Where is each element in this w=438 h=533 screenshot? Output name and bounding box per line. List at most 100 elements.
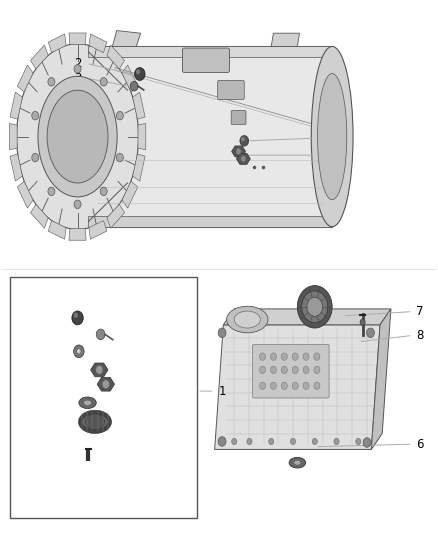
Polygon shape [17, 65, 33, 92]
FancyBboxPatch shape [183, 48, 230, 72]
Circle shape [281, 382, 287, 390]
Polygon shape [107, 45, 125, 69]
Circle shape [32, 111, 39, 120]
Text: 5: 5 [317, 149, 324, 161]
Ellipse shape [85, 414, 105, 430]
Circle shape [270, 353, 276, 360]
Circle shape [290, 438, 296, 445]
Circle shape [268, 438, 274, 445]
Circle shape [117, 154, 124, 162]
Circle shape [48, 78, 55, 86]
Circle shape [303, 382, 309, 390]
Circle shape [96, 366, 103, 374]
Circle shape [241, 137, 245, 141]
Polygon shape [89, 34, 107, 53]
Polygon shape [138, 124, 146, 150]
Polygon shape [237, 154, 251, 164]
Circle shape [292, 366, 298, 374]
Ellipse shape [234, 311, 260, 328]
Bar [10, 277, 197, 519]
Polygon shape [10, 92, 22, 119]
Text: 8: 8 [22, 443, 30, 456]
Circle shape [247, 438, 252, 445]
Ellipse shape [311, 46, 353, 227]
Polygon shape [69, 229, 86, 240]
Ellipse shape [84, 400, 92, 406]
Ellipse shape [289, 457, 306, 468]
Circle shape [102, 380, 110, 389]
Ellipse shape [294, 461, 301, 465]
Circle shape [297, 286, 332, 328]
Circle shape [307, 297, 322, 317]
Polygon shape [91, 363, 108, 377]
Circle shape [281, 366, 287, 374]
Text: 2: 2 [22, 310, 30, 324]
Circle shape [218, 437, 226, 446]
Text: 8: 8 [416, 329, 424, 342]
Circle shape [314, 366, 320, 374]
Ellipse shape [226, 306, 268, 333]
Circle shape [236, 148, 241, 155]
Circle shape [100, 187, 107, 196]
Circle shape [334, 438, 339, 445]
Circle shape [74, 313, 78, 318]
Circle shape [367, 328, 374, 337]
Circle shape [136, 69, 140, 75]
Polygon shape [89, 221, 107, 239]
Polygon shape [17, 181, 33, 208]
Polygon shape [232, 146, 246, 157]
Ellipse shape [318, 74, 347, 200]
Circle shape [117, 111, 124, 120]
Text: 4: 4 [317, 132, 325, 144]
Polygon shape [88, 216, 332, 227]
Polygon shape [31, 45, 48, 69]
Polygon shape [107, 204, 125, 228]
Circle shape [77, 349, 81, 354]
Polygon shape [133, 92, 145, 119]
FancyBboxPatch shape [231, 111, 246, 124]
Circle shape [48, 187, 55, 196]
Circle shape [314, 353, 320, 360]
Text: 5: 5 [150, 366, 158, 379]
Polygon shape [122, 65, 138, 92]
Circle shape [96, 329, 105, 340]
Polygon shape [48, 221, 66, 239]
Text: 4: 4 [22, 344, 30, 357]
Circle shape [270, 382, 276, 390]
Circle shape [356, 438, 361, 445]
Circle shape [74, 345, 84, 358]
Polygon shape [48, 34, 66, 53]
Circle shape [100, 78, 107, 86]
Text: 6: 6 [22, 395, 30, 408]
Text: 7: 7 [147, 414, 155, 427]
Polygon shape [69, 33, 86, 45]
Circle shape [232, 438, 237, 445]
Polygon shape [113, 30, 141, 46]
Circle shape [292, 353, 298, 360]
Circle shape [72, 311, 83, 325]
Polygon shape [215, 325, 380, 449]
Circle shape [74, 64, 81, 73]
Circle shape [130, 82, 138, 91]
Text: 7: 7 [416, 305, 424, 318]
Text: 6: 6 [416, 438, 424, 450]
Circle shape [281, 353, 287, 360]
Polygon shape [97, 377, 115, 391]
Polygon shape [133, 154, 145, 181]
Text: 3: 3 [74, 72, 82, 85]
Polygon shape [9, 124, 17, 150]
FancyBboxPatch shape [253, 344, 329, 398]
Circle shape [218, 328, 226, 337]
Circle shape [259, 366, 265, 374]
Circle shape [32, 154, 39, 162]
Circle shape [360, 319, 365, 325]
Circle shape [74, 200, 81, 208]
Polygon shape [122, 181, 138, 208]
Ellipse shape [47, 90, 108, 183]
Circle shape [134, 68, 145, 80]
Polygon shape [371, 309, 391, 449]
Circle shape [302, 291, 328, 322]
Ellipse shape [78, 410, 112, 433]
Polygon shape [31, 204, 48, 228]
Circle shape [292, 382, 298, 390]
